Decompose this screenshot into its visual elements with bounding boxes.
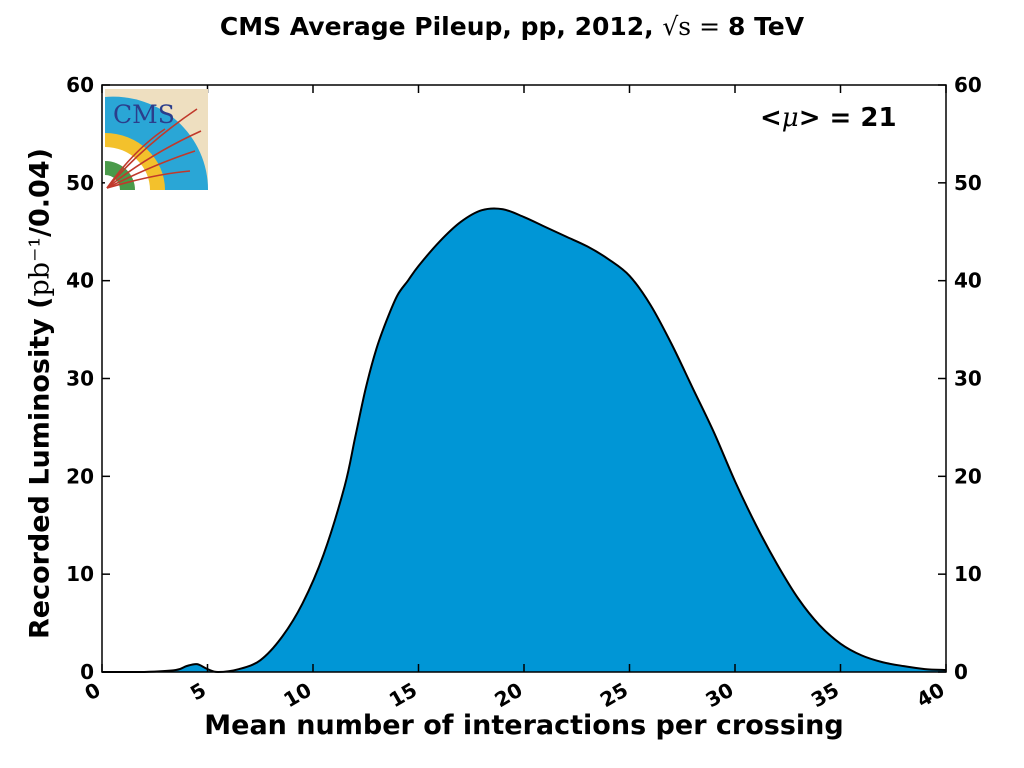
y-tick-label-left: 20 [66, 464, 94, 488]
y-tick-label-left: 10 [66, 562, 94, 586]
y-tick-label-right: 60 [954, 73, 982, 97]
y-tick-label-right: 20 [954, 464, 982, 488]
y-tick-label-left: 0 [80, 660, 94, 684]
y-axis-unit: pb⁻¹ [24, 236, 56, 297]
x-axis-label: Mean number of interactions per crossing [204, 710, 844, 741]
y-tick-label-right: 50 [954, 171, 982, 195]
cms-logo: CMS [105, 89, 209, 190]
y-tick-label-left: 50 [66, 171, 94, 195]
luminosity-area [102, 208, 946, 673]
x-tick-label: 20 [490, 678, 526, 713]
title-sqrt-s: √s [662, 12, 692, 41]
cms-logo-text: CMS [113, 100, 175, 129]
x-tick-label: 40 [912, 678, 948, 713]
y-tick-label-right: 10 [954, 562, 982, 586]
x-tick-label: 15 [385, 678, 421, 713]
x-tick-label: 10 [279, 678, 315, 713]
y-tick-label-right: 0 [954, 660, 968, 684]
y-tick-label-left: 60 [66, 73, 94, 97]
y-axis-label: Recorded Luminosity (pb⁻¹/0.04) [24, 148, 56, 639]
y-tick-label-left: 30 [66, 367, 94, 391]
x-tick-label: 5 [186, 678, 210, 706]
y-tick-label-right: 30 [954, 367, 982, 391]
luminosity-curve [102, 207, 947, 674]
chart-title: CMS Average Pileup, pp, 2012, √s = 8 TeV [219, 12, 805, 41]
plot-frame [101, 84, 947, 673]
mean-pileup-annotation: <μ> = 21 [760, 103, 897, 133]
x-tick-label: 30 [701, 678, 737, 713]
y-tick-label-left: 40 [66, 269, 94, 293]
y-tick-label-right: 40 [954, 269, 982, 293]
x-tick-label: 25 [596, 678, 632, 713]
x-tick-label: 35 [807, 678, 843, 713]
